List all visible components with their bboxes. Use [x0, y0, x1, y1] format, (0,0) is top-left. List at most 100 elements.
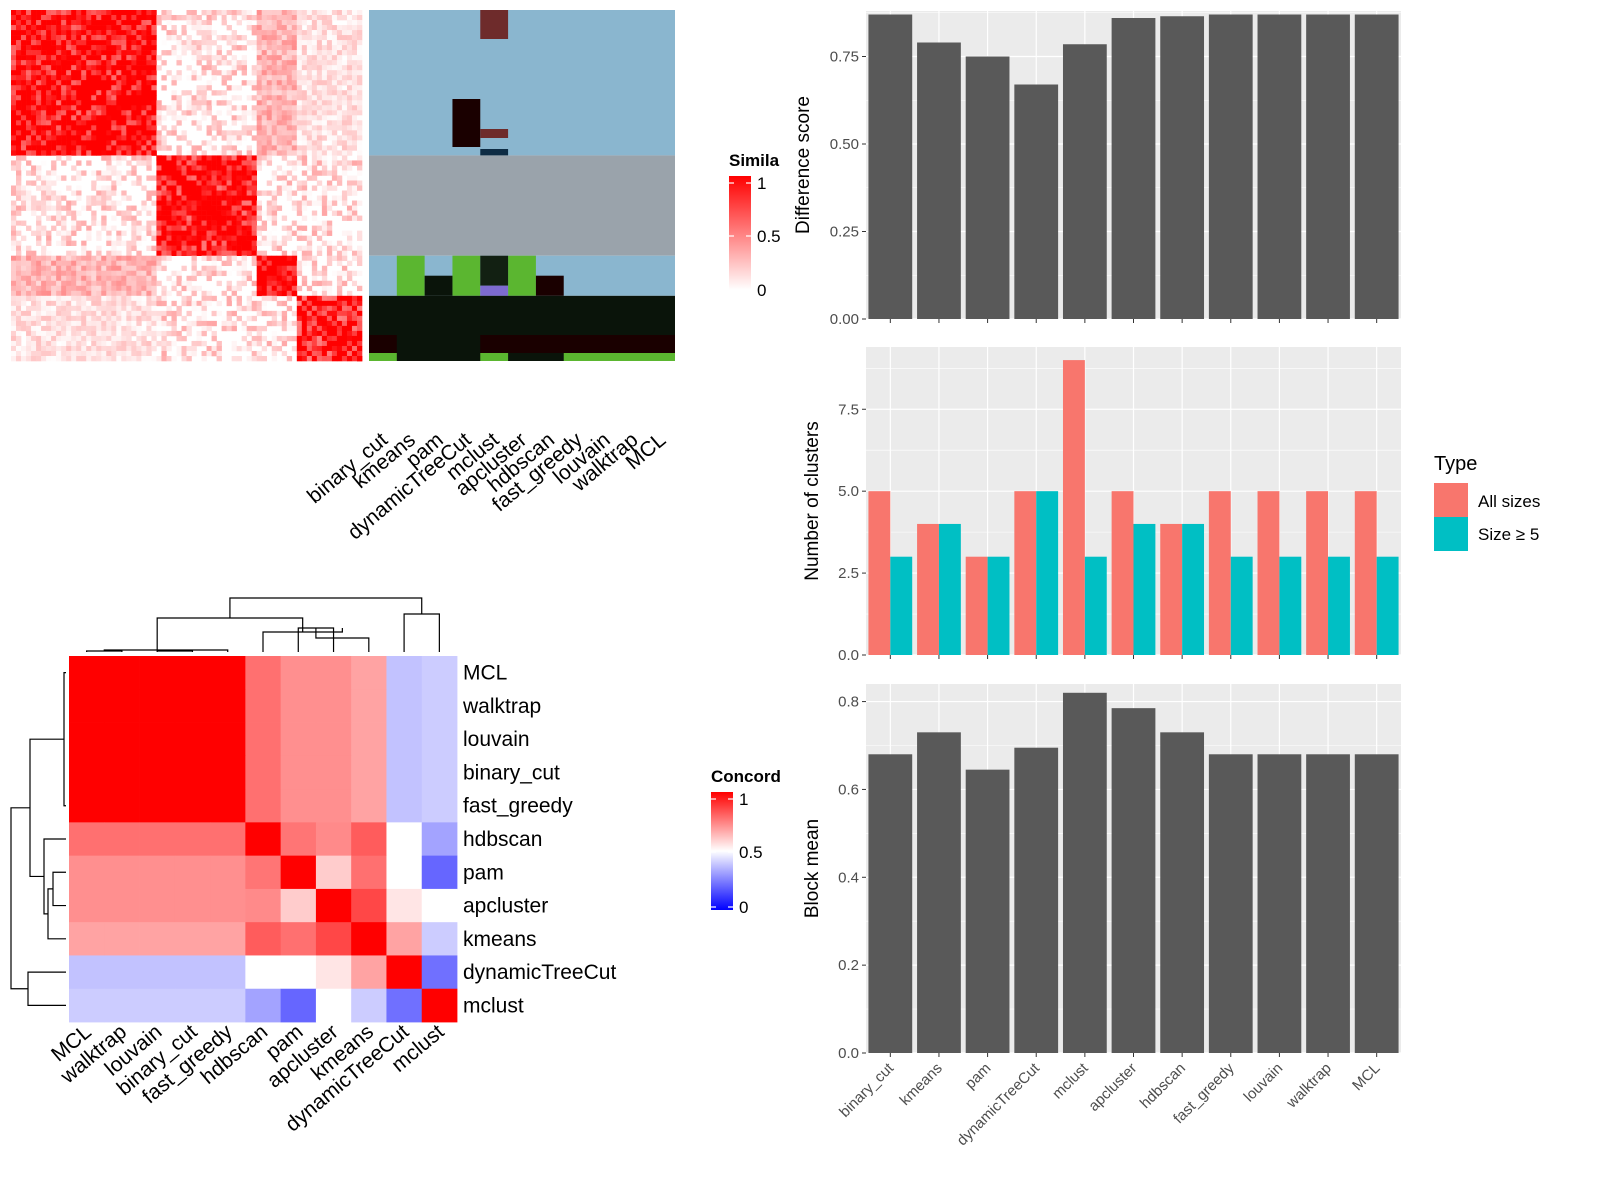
- similarity-cell: [96, 185, 102, 191]
- similarity-cell: [261, 335, 268, 342]
- similarity-cell: [41, 295, 47, 302]
- similarity-cell: [26, 195, 32, 201]
- similarity-cell: [91, 315, 97, 322]
- similarity-cell: [46, 150, 52, 156]
- similarity-cell: [311, 290, 318, 297]
- similarity-cell: [161, 140, 167, 146]
- similarity-cell: [281, 30, 288, 36]
- similarity-cell: [111, 255, 117, 262]
- similarity-cell: [181, 295, 187, 302]
- similarity-cell: [46, 75, 52, 81]
- bar: [1160, 732, 1205, 1053]
- similarity-cell: [41, 110, 47, 116]
- similarity-cell: [206, 175, 212, 181]
- similarity-cell: [301, 310, 308, 317]
- similarity-cell: [116, 200, 122, 206]
- similarity-cell: [356, 250, 363, 256]
- similarity-cell: [141, 275, 147, 282]
- similarity-cell: [211, 75, 217, 81]
- similarity-cell: [81, 335, 87, 342]
- similarity-cell: [296, 330, 303, 337]
- similarity-cell: [301, 85, 308, 91]
- similarity-cell: [226, 215, 232, 221]
- similarity-cell: [71, 50, 77, 56]
- similarity-cell: [46, 130, 52, 136]
- similarity-cell: [141, 60, 147, 66]
- similarity-cell: [276, 140, 283, 146]
- similarity-cell: [11, 40, 17, 46]
- similarity-cell: [146, 150, 152, 156]
- similarity-cell: [301, 350, 308, 357]
- similarity-cell: [271, 50, 278, 56]
- similarity-cell: [271, 125, 278, 131]
- similarity-cell: [111, 95, 117, 101]
- similarity-cell: [291, 140, 298, 146]
- similarity-cell: [76, 175, 82, 181]
- similarity-cell: [61, 270, 67, 277]
- similarity-cell: [61, 325, 67, 332]
- similarity-cell: [261, 135, 268, 141]
- similarity-cell: [316, 335, 323, 342]
- similarity-cell: [91, 255, 97, 262]
- similarity-cell: [16, 160, 22, 166]
- similarity-cell: [116, 40, 122, 46]
- similarity-cell: [246, 130, 252, 136]
- similarity-cell: [156, 120, 162, 126]
- similarity-cell: [161, 180, 167, 186]
- similarity-cell: [26, 45, 32, 51]
- similarity-cell: [241, 260, 247, 267]
- similarity-cell: [231, 175, 237, 181]
- similarity-cell: [101, 135, 107, 141]
- similarity-cell: [171, 165, 177, 171]
- similarity-cell: [336, 350, 343, 357]
- similarity-cell: [56, 75, 62, 81]
- similarity-cell: [351, 345, 358, 352]
- similarity-cell: [311, 185, 318, 191]
- similarity-cell: [321, 165, 328, 171]
- similarity-cell: [341, 105, 348, 111]
- similarity-cell: [66, 145, 72, 151]
- similarity-cell: [271, 65, 278, 71]
- similarity-cell: [176, 215, 182, 221]
- similarity-cell: [271, 195, 278, 201]
- similarity-cell: [346, 40, 353, 46]
- similarity-cell: [141, 65, 147, 71]
- similarity-cell: [246, 80, 252, 86]
- similarity-cell: [181, 215, 187, 221]
- similarity-cell: [341, 110, 348, 116]
- similarity-cell: [51, 40, 57, 46]
- similarity-cell: [116, 190, 122, 196]
- similarity-cell: [191, 290, 197, 297]
- similarity-cell: [271, 255, 278, 262]
- similarity-cell: [36, 285, 42, 292]
- similarity-cell: [206, 200, 212, 206]
- similarity-cell: [11, 300, 17, 307]
- similarity-cell: [56, 215, 62, 221]
- similarity-cell: [306, 75, 313, 81]
- similarity-cell: [11, 355, 17, 362]
- similarity-cell: [91, 305, 97, 312]
- similarity-cell: [251, 300, 257, 307]
- similarity-cell: [231, 155, 237, 161]
- similarity-cell: [336, 315, 343, 322]
- similarity-cell: [341, 70, 348, 76]
- similarity-cell: [216, 170, 222, 176]
- similarity-cell: [121, 35, 127, 41]
- similarity-cell: [176, 175, 182, 181]
- similarity-cell: [76, 315, 82, 322]
- similarity-cell: [86, 135, 92, 141]
- similarity-cell: [56, 25, 62, 31]
- similarity-cell: [46, 40, 52, 46]
- similarity-cell: [46, 80, 52, 86]
- similarity-cell: [146, 15, 152, 21]
- similarity-cell: [51, 260, 57, 267]
- similarity-cell: [231, 165, 237, 171]
- similarity-cell: [216, 350, 222, 357]
- similarity-cell: [331, 340, 338, 347]
- similarity-cell: [151, 230, 157, 236]
- similarity-cell: [51, 70, 57, 76]
- similarity-cell: [61, 305, 67, 312]
- similarity-cell: [266, 320, 273, 327]
- similarity-cell: [351, 75, 358, 81]
- similarity-cell: [106, 305, 112, 312]
